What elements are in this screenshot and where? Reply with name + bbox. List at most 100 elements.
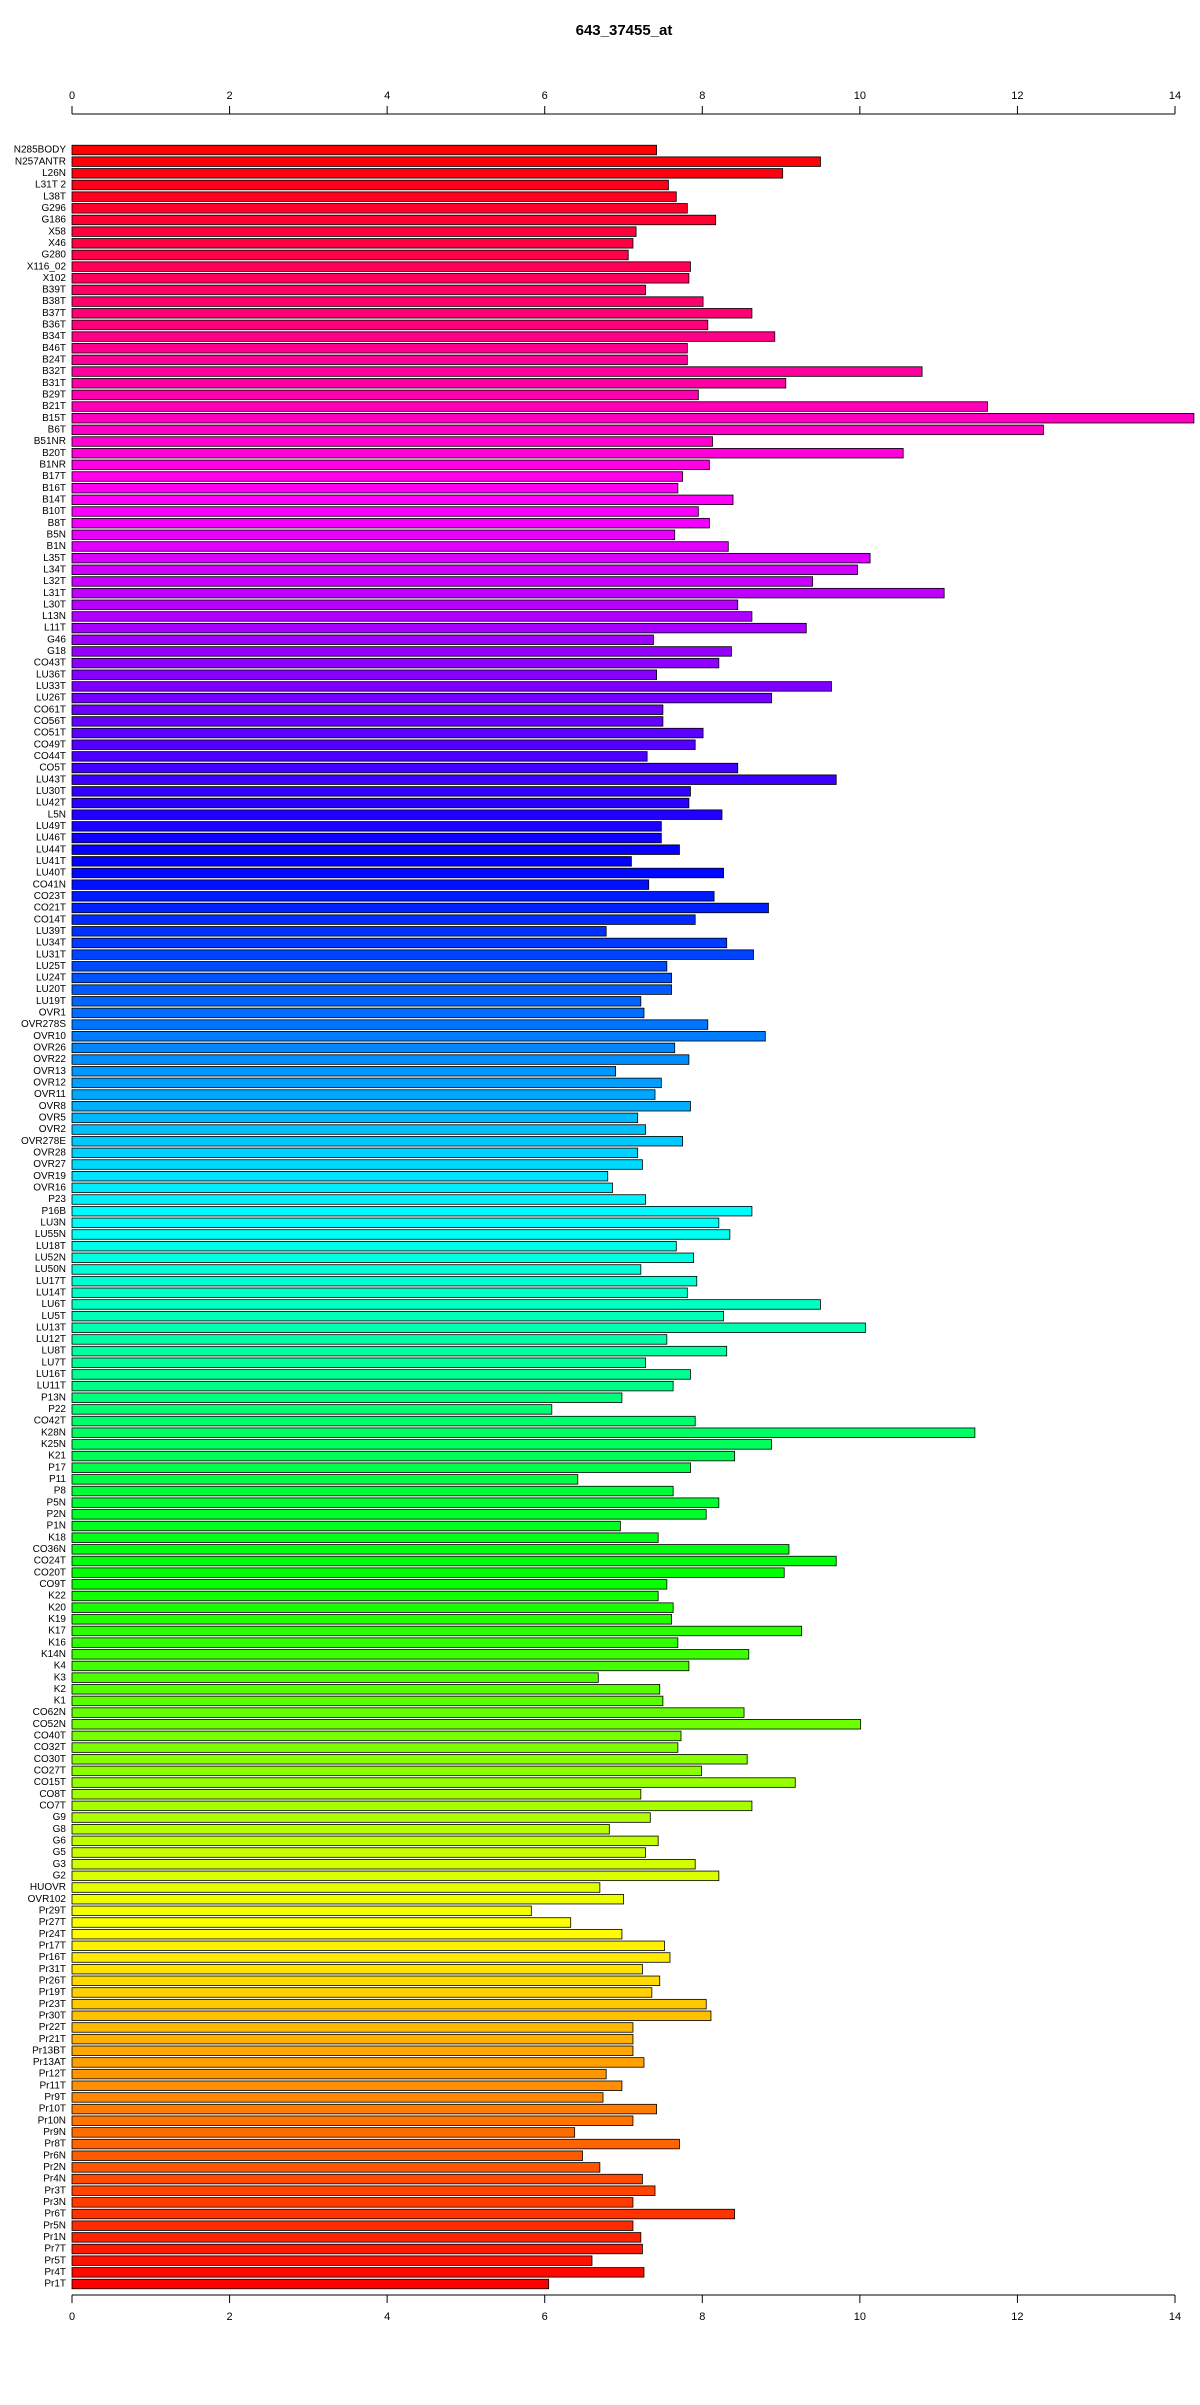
bar: [71, 1205, 753, 1217]
bar: [71, 867, 724, 879]
bar: [71, 2068, 607, 2080]
category-label: OVR28: [33, 1148, 66, 1159]
bar: [71, 1124, 646, 1135]
bar: [71, 214, 717, 226]
category-label: CO42T: [34, 1416, 66, 1427]
category-label: L31T: [43, 588, 66, 599]
bar: [71, 1509, 707, 1520]
bar: [71, 1462, 691, 1473]
bar: [71, 506, 699, 517]
bar: [71, 436, 713, 447]
category-label: LU42T: [36, 798, 66, 809]
category-label: Pr4T: [44, 2267, 66, 2278]
category-label: CO49T: [34, 739, 66, 750]
category-label: CO36N: [33, 1544, 66, 1555]
bar: [71, 249, 629, 261]
category-label: OVR19: [33, 1171, 66, 1182]
bar: [71, 1042, 676, 1054]
bar: [71, 926, 607, 937]
category-label: LU26T: [36, 693, 66, 704]
bar: [71, 646, 732, 657]
category-label: P17: [48, 1462, 66, 1473]
category-label: CO51T: [34, 728, 66, 739]
bar: [71, 1835, 659, 1847]
category-label: LU8T: [42, 1346, 66, 1357]
bar: [71, 1077, 662, 1089]
category-label: B20T: [42, 448, 66, 459]
bar: [71, 1987, 653, 1998]
category-label: B24T: [42, 355, 66, 366]
category-label: OVR1: [39, 1008, 67, 1019]
bar: [71, 856, 632, 867]
category-label: G6: [53, 1836, 67, 1847]
category-label: CO62N: [33, 1707, 66, 1718]
bar: [71, 1637, 679, 1648]
bar: [71, 669, 657, 680]
x-tick-label: 8: [699, 2311, 705, 2323]
bar: [71, 1719, 862, 1730]
category-label: B6T: [48, 425, 66, 436]
bar: [71, 774, 837, 785]
bar: [71, 984, 672, 995]
category-label: B39T: [42, 285, 66, 296]
category-label: OVR27: [33, 1159, 66, 1170]
category-label: Pr21T: [39, 2034, 66, 2045]
category-label: P1N: [47, 1521, 66, 1532]
category-label: G280: [42, 250, 67, 261]
category-label: G3: [53, 1859, 67, 1870]
bar: [71, 284, 646, 296]
category-label: LU25T: [36, 961, 66, 972]
category-label: OVR8: [39, 1101, 67, 1112]
bar: [71, 471, 683, 482]
x-tick-label: 14: [1169, 2311, 1181, 2323]
category-label: G5: [53, 1847, 67, 1858]
bar: [71, 517, 710, 529]
category-label: LU41T: [36, 856, 66, 867]
category-label: OVR102: [28, 1894, 67, 1905]
category-label: Pr13BT: [32, 2045, 66, 2056]
bar: [71, 1112, 639, 1124]
bar: [71, 1427, 976, 1438]
bar: [71, 482, 679, 494]
category-label: LU36T: [36, 669, 66, 680]
x-tick-label: 0: [69, 90, 75, 102]
category-label: LU16T: [36, 1369, 66, 1380]
category-label: P23: [48, 1194, 66, 1205]
bar: [71, 1730, 682, 1742]
bar: [71, 401, 988, 412]
bar: [71, 1310, 724, 1322]
bar: [71, 809, 723, 820]
bar: [71, 1322, 866, 1333]
category-label: OVR5: [39, 1113, 67, 1124]
category-label: K22: [48, 1591, 66, 1602]
bar: [71, 1019, 709, 1030]
category-label: Pr3N: [43, 2197, 66, 2208]
x-tick-label: 12: [1011, 2311, 1023, 2323]
category-label: OVR10: [33, 1031, 66, 1042]
bar: [71, 261, 691, 272]
bar: [71, 1415, 696, 1427]
bar: [71, 937, 728, 949]
bar: [71, 1089, 656, 1100]
category-label: B1NR: [39, 459, 66, 470]
category-label: K18: [48, 1532, 66, 1543]
bar: [71, 1893, 624, 1905]
category-label: X116_02: [27, 261, 67, 272]
category-label: K16: [48, 1637, 66, 1648]
category-label: K28N: [41, 1427, 66, 1438]
category-label: B15T: [42, 413, 66, 424]
bar: [71, 2057, 645, 2068]
bar: [71, 1287, 688, 1298]
category-label: Pr5T: [44, 2255, 66, 2266]
bar: [71, 1380, 674, 1392]
category-label: LU7T: [42, 1357, 66, 1368]
bar: [71, 1917, 572, 1928]
bar: [71, 1707, 745, 1718]
category-label: B17T: [42, 471, 66, 482]
bar: [71, 366, 923, 377]
category-label: B8T: [48, 518, 66, 529]
category-label: CO30T: [34, 1754, 66, 1765]
bar: [71, 1859, 696, 1870]
category-label: P22: [48, 1404, 66, 1415]
category-label: Pr1N: [43, 2232, 66, 2243]
